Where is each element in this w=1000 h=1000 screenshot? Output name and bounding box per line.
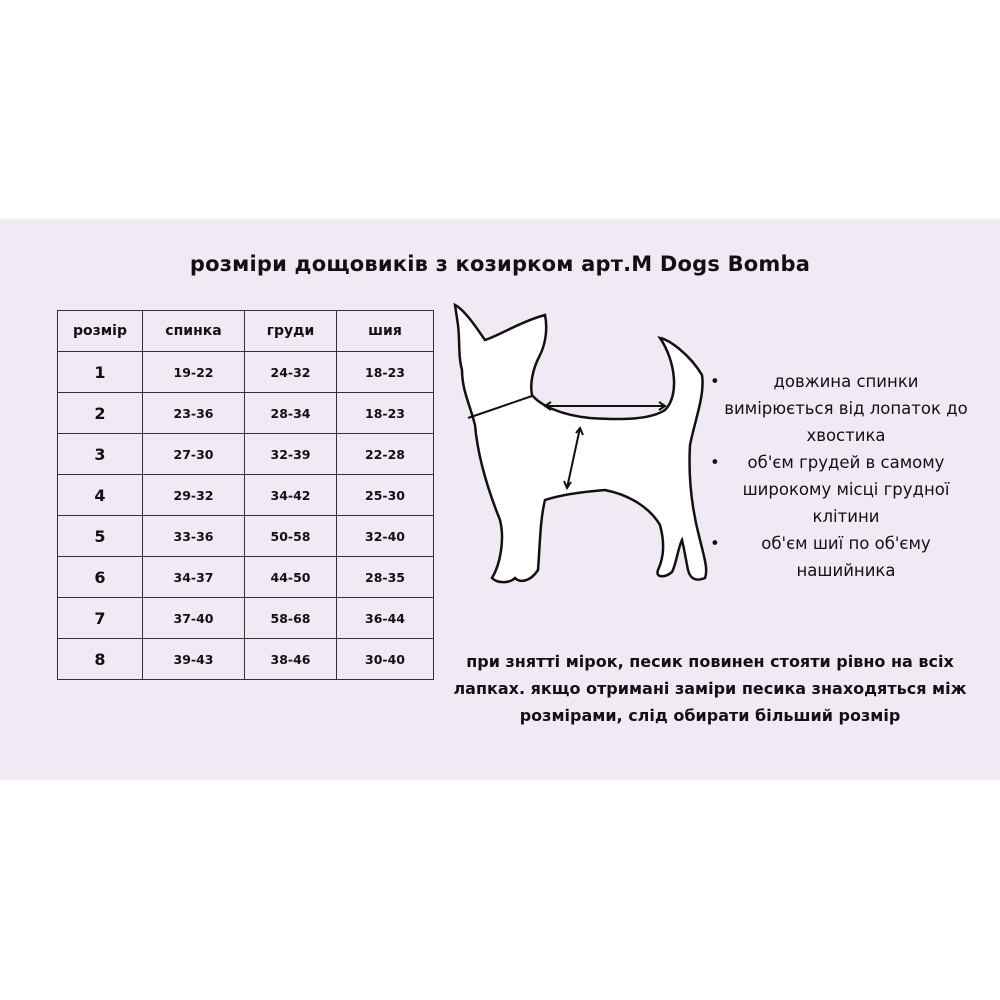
cell-size: 3	[57, 433, 143, 475]
cell-size: 1	[57, 351, 143, 393]
cell-chest: 44-50	[244, 556, 337, 598]
dog-illustration	[453, 302, 708, 584]
size-table: розмір спинка груди шия 1 19-22 24-32 18-23…	[57, 310, 434, 680]
cell-back: 37-40	[142, 597, 245, 639]
table-header-row: розмір спинка груди шия	[57, 310, 434, 352]
table-row: 5 33-36 50-58 32-40	[57, 515, 434, 557]
cell-neck: 18-23	[336, 351, 434, 393]
cell-chest: 50-58	[244, 515, 337, 557]
header-neck: шия	[336, 310, 434, 352]
table-row: 4 29-32 34-42 25-30	[57, 474, 434, 516]
cell-neck: 30-40	[336, 638, 434, 680]
note-chest: об'єм грудей в самому широкому місці гру…	[708, 449, 968, 530]
cell-chest: 38-46	[244, 638, 337, 680]
cell-back: 39-43	[142, 638, 245, 680]
table-row: 3 27-30 32-39 22-28	[57, 433, 434, 475]
cell-back: 23-36	[142, 392, 245, 434]
cell-neck: 28-35	[336, 556, 434, 598]
cell-size: 8	[57, 638, 143, 680]
cell-size: 4	[57, 474, 143, 516]
table-row: 6 34-37 44-50 28-35	[57, 556, 434, 598]
cell-neck: 18-23	[336, 392, 434, 434]
cell-back: 19-22	[142, 351, 245, 393]
cell-back: 34-37	[142, 556, 245, 598]
cell-size: 5	[57, 515, 143, 557]
cell-neck: 22-28	[336, 433, 434, 475]
header-back: спинка	[142, 310, 245, 352]
cell-neck: 32-40	[336, 515, 434, 557]
neck-arrow	[467, 395, 533, 419]
cell-chest: 58-68	[244, 597, 337, 639]
cell-chest: 34-42	[244, 474, 337, 516]
cell-size: 7	[57, 597, 143, 639]
page-title: розміри дощовиків з козирком арт.M Dogs …	[189, 252, 811, 276]
cell-back: 27-30	[142, 433, 245, 475]
chest-arrow	[566, 427, 581, 489]
cell-size: 2	[57, 392, 143, 434]
cell-chest: 24-32	[244, 351, 337, 393]
cell-neck: 36-44	[336, 597, 434, 639]
cell-chest: 32-39	[244, 433, 337, 475]
cell-back: 29-32	[142, 474, 245, 516]
cell-neck: 25-30	[336, 474, 434, 516]
header-size: розмір	[57, 310, 143, 352]
note-neck: об'єм шиї по об'єму нашийника	[708, 530, 968, 584]
table-row: 2 23-36 28-34 18-23	[57, 392, 434, 434]
table-row: 8 39-43 38-46 30-40	[57, 638, 434, 680]
cell-back: 33-36	[142, 515, 245, 557]
dog-silhouette	[453, 302, 708, 584]
table-row: 1 19-22 24-32 18-23	[57, 351, 434, 393]
header-chest: груди	[244, 310, 337, 352]
footer-instructions: при знятті мірок, песик повинен стояти р…	[453, 652, 967, 725]
note-back-length: довжина спинки вимірюється від лопаток д…	[708, 368, 968, 449]
table-row: 7 37-40 58-68 36-44	[57, 597, 434, 639]
cell-chest: 28-34	[244, 392, 337, 434]
measurement-notes: довжина спинки вимірюється від лопаток д…	[708, 368, 968, 584]
cell-size: 6	[57, 556, 143, 598]
